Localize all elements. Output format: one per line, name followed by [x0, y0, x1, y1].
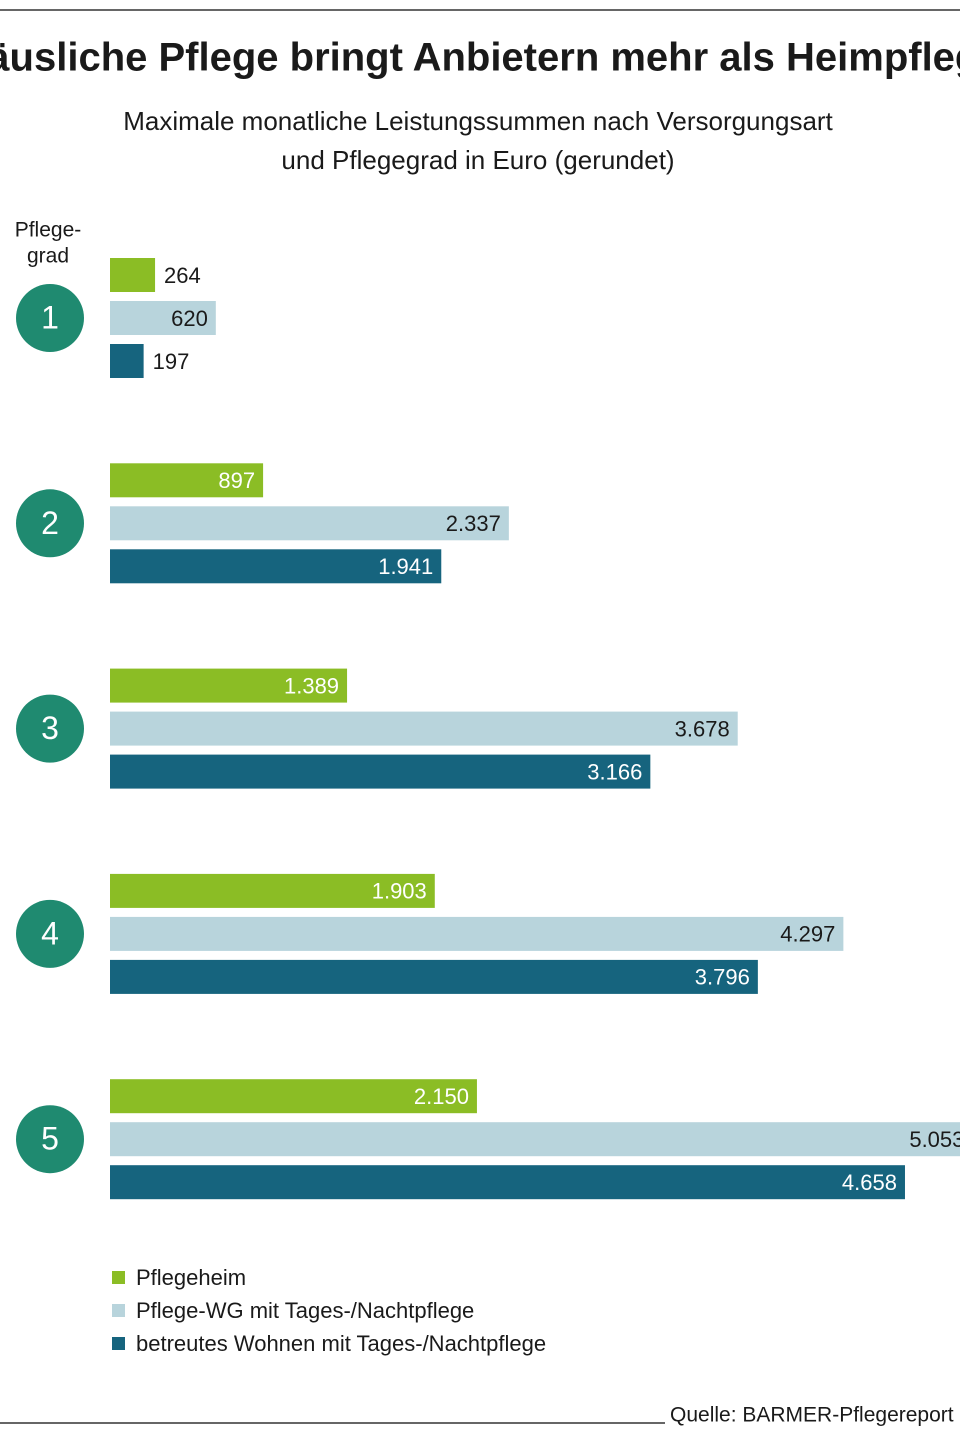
- category-label: 3: [41, 710, 59, 746]
- value-label: 5.053: [909, 1127, 960, 1152]
- category-badge: [16, 694, 84, 763]
- category-label: 5: [41, 1121, 59, 1157]
- bar: [110, 301, 216, 335]
- value-label: 1.941: [378, 554, 433, 579]
- bar: [110, 711, 738, 746]
- bar: [110, 916, 844, 951]
- value-label: 4.297: [780, 922, 835, 947]
- value-label: 2.337: [446, 511, 501, 536]
- value-label: 4.658: [842, 1170, 897, 1195]
- value-label: 197: [153, 349, 190, 374]
- value-label: 897: [218, 468, 255, 493]
- bar: [110, 1079, 477, 1114]
- category-label: 2: [41, 505, 59, 541]
- bar: [110, 668, 348, 703]
- bar: [110, 754, 651, 789]
- category-badge: [16, 1105, 84, 1174]
- bar: [110, 1122, 960, 1157]
- value-label: 1.903: [372, 879, 427, 904]
- value-label: 1.389: [284, 673, 339, 698]
- category-badge: [16, 489, 84, 558]
- chart-title: Häusliche Pflege bringt Anbietern mehr a…: [0, 36, 960, 80]
- chart-subtitle: Maximale monatliche Leistungssummen nach…: [123, 106, 833, 136]
- legend-swatch: [112, 1337, 125, 1350]
- category-label: 1: [41, 299, 59, 335]
- category-badge: [16, 284, 84, 352]
- bar: [110, 463, 264, 498]
- value-label: 2.150: [414, 1084, 469, 1109]
- legend-label: Pflegeheim: [136, 1265, 246, 1290]
- bar: [110, 258, 156, 292]
- bar: [110, 1165, 905, 1200]
- source: Quelle: BARMER-Pflegereport: [670, 1404, 954, 1427]
- value-label: 620: [171, 306, 208, 331]
- legend-label: betreutes Wohnen mit Tages-/Nachtpflege: [136, 1331, 546, 1356]
- value-label: 3.796: [695, 965, 750, 990]
- legend-label: Pflege-WG mit Tages-/Nachtpflege: [136, 1298, 474, 1323]
- bar: [110, 506, 509, 541]
- value-label: 264: [164, 263, 201, 288]
- legend-swatch: [112, 1271, 125, 1284]
- legend-swatch: [112, 1304, 125, 1317]
- value-label: 3.166: [587, 759, 642, 784]
- y-axis-label: grad: [27, 245, 69, 268]
- y-axis-label: Pflege-: [15, 219, 82, 242]
- value-label: 3.678: [675, 716, 730, 741]
- bar: [110, 344, 144, 378]
- bar: [110, 549, 442, 584]
- chart-subtitle: und Pflegegrad in Euro (gerundet): [281, 145, 674, 175]
- bar: [110, 959, 758, 994]
- category-badge: [16, 899, 84, 968]
- bar: [110, 873, 435, 908]
- category-label: 4: [41, 915, 59, 951]
